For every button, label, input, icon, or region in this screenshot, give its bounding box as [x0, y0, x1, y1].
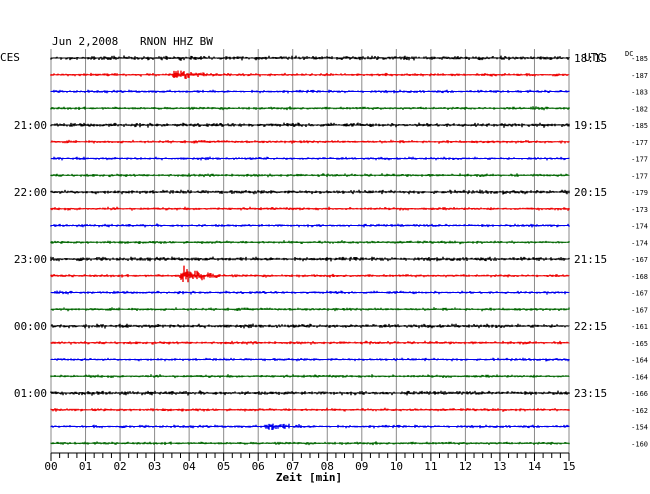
- dc-value-label: -161: [631, 323, 648, 331]
- dc-value-labels: -185 -187 -183 -182 -185 -177 -177 -177 -179 -173…: [631, 55, 648, 448]
- right-hour-label: 19:15: [574, 119, 607, 132]
- dc-value-label: -166: [631, 390, 648, 398]
- dc-value-label: -177: [631, 139, 648, 147]
- station-label: RNON HHZ BW: [140, 35, 213, 48]
- x-tick-label: 07: [286, 460, 299, 473]
- right-hour-label: 21:15: [574, 253, 607, 266]
- date-label: Jun 2,2008: [52, 35, 118, 48]
- dc-value-label: -164: [631, 373, 648, 381]
- dc-value-label: -177: [631, 172, 648, 180]
- dc-value-label: -167: [631, 290, 648, 298]
- x-tick-label: 02: [113, 460, 126, 473]
- left-hour-label: 23:00: [14, 253, 47, 266]
- x-tick-label: 09: [355, 460, 368, 473]
- x-tick-label: 03: [148, 460, 161, 473]
- dc-value-label: -154: [631, 424, 648, 432]
- x-axis: 00 01 02 03 04 05 06 07 08 09 10 11 12 13 14 15: [44, 452, 576, 473]
- dc-value-label: -174: [631, 239, 648, 247]
- dc-value-label: -185: [631, 55, 648, 63]
- left-hour-labels: 21:00 22:00 23:00 00:00 01:00: [14, 119, 47, 400]
- x-axis-label: Zeit [min]: [276, 471, 342, 484]
- trace-group: [50, 55, 570, 446]
- dc-value-label: -185: [631, 122, 648, 130]
- x-tick-label: 10: [390, 460, 403, 473]
- seismogram-trace: [50, 265, 570, 283]
- dc-value-label: -167: [631, 256, 648, 264]
- left-hour-label: 21:00: [14, 119, 47, 132]
- x-tick-label: 04: [183, 460, 197, 473]
- x-tick-label: 01: [79, 460, 92, 473]
- x-tick-label: 14: [528, 460, 542, 473]
- x-tick-label: 05: [217, 460, 230, 473]
- dc-value-label: -179: [631, 189, 648, 197]
- left-hour-label: 01:00: [14, 387, 47, 400]
- dc-value-label: -177: [631, 156, 648, 164]
- dc-value-label: -187: [631, 72, 648, 80]
- right-hour-label: 22:15: [574, 320, 607, 333]
- x-tick-label: 06: [252, 460, 265, 473]
- right-hour-label: 23:15: [574, 387, 607, 400]
- x-tick-label: 15: [562, 460, 575, 473]
- dc-value-label: -182: [631, 105, 648, 113]
- x-tick-label: 08: [321, 460, 334, 473]
- vertical-gridlines: [50, 49, 570, 453]
- left-hour-label: 00:00: [14, 320, 47, 333]
- right-hour-labels: 18:15 19:15 20:15 21:15 22:15 23:15: [574, 52, 607, 400]
- x-tick-label: 13: [493, 460, 506, 473]
- dc-value-label: -167: [631, 306, 648, 314]
- right-hour-label: 20:15: [574, 186, 607, 199]
- x-tick-label: 11: [424, 460, 437, 473]
- dc-value-label: -164: [631, 357, 648, 365]
- dc-header-label: DC: [625, 50, 633, 58]
- dc-value-label: -162: [631, 407, 648, 415]
- dc-value-label: -165: [631, 340, 648, 348]
- dc-value-label: -183: [631, 89, 648, 97]
- left-hour-label: 22:00: [14, 186, 47, 199]
- timezone-left-label: CES: [0, 51, 20, 64]
- dc-value-label: -174: [631, 223, 648, 231]
- x-tick-label: 12: [459, 460, 472, 473]
- dc-value-label: -173: [631, 206, 648, 214]
- dc-value-label: -160: [631, 440, 648, 448]
- right-hour-label: 18:15: [574, 52, 607, 65]
- dc-value-label: -168: [631, 273, 648, 281]
- timezone-right-label: UTC: [584, 51, 604, 64]
- x-tick-label: 00: [44, 460, 57, 473]
